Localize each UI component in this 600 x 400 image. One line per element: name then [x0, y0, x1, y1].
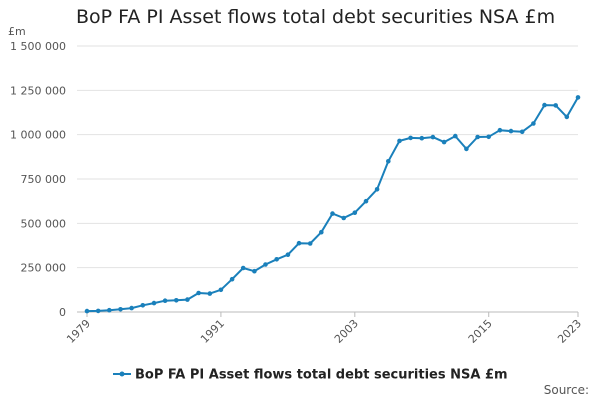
data-point[interactable]: [107, 307, 112, 313]
data-point[interactable]: [162, 298, 168, 304]
x-tick-label: 2015: [466, 317, 495, 346]
axes: £m: [8, 25, 578, 313]
data-point[interactable]: [274, 257, 280, 262]
data-point[interactable]: [553, 103, 558, 108]
data-point[interactable]: [519, 129, 525, 135]
y-tick-label: 1 500 000: [10, 40, 66, 53]
data-point[interactable]: [218, 287, 224, 293]
series-layer: [84, 95, 581, 314]
data-point[interactable]: [129, 305, 134, 311]
data-point[interactable]: [397, 138, 402, 144]
data-point[interactable]: [441, 139, 447, 145]
x-tick-label: 2023: [555, 317, 584, 346]
data-point[interactable]: [95, 308, 101, 314]
data-point[interactable]: [386, 159, 391, 164]
data-point[interactable]: [542, 102, 547, 108]
data-point[interactable]: [508, 128, 514, 134]
y-tick-label: 1 000 000: [10, 129, 66, 142]
data-point[interactable]: [497, 127, 503, 133]
y-axis-ticks: 0 250 000 500 000 750 000 1 000 000 1 250 000…: [10, 40, 66, 319]
data-point[interactable]: [263, 262, 268, 267]
data-point[interactable]: [575, 95, 581, 100]
x-axis-ticks: 1979 1991 2003 2015 2023: [64, 312, 584, 346]
data-point[interactable]: [84, 308, 90, 314]
legend[interactable]: BoP FA PI Asset flows total debt securit…: [113, 368, 508, 383]
data-point[interactable]: [352, 210, 358, 215]
data-point[interactable]: [453, 133, 458, 139]
series-line: [86, 96, 579, 313]
data-point[interactable]: [151, 300, 157, 306]
data-point[interactable]: [319, 229, 324, 235]
legend-label: BoP FA PI Asset flows total debt securit…: [135, 368, 508, 383]
data-point[interactable]: [174, 298, 179, 303]
y-tick-label: 750 000: [21, 173, 67, 186]
data-point[interactable]: [374, 187, 380, 192]
data-point[interactable]: [118, 307, 123, 312]
data-point[interactable]: [330, 211, 335, 216]
data-point[interactable]: [296, 240, 302, 246]
y-tick-label: 0: [59, 306, 66, 319]
data-point[interactable]: [252, 268, 257, 274]
data-point[interactable]: [363, 198, 369, 204]
gridlines: [77, 45, 578, 269]
data-point[interactable]: [430, 134, 436, 140]
x-tick-label: 1991: [198, 317, 227, 346]
data-point[interactable]: [475, 134, 480, 140]
x-tick-label: 1979: [64, 317, 93, 346]
y-tick-label: 500 000: [21, 217, 67, 230]
data-point[interactable]: [229, 276, 235, 282]
data-point[interactable]: [341, 215, 347, 221]
data-point[interactable]: [140, 303, 146, 308]
data-point[interactable]: [240, 265, 246, 271]
data-point[interactable]: [486, 134, 492, 140]
chart-title: BoP FA PI Asset flows total debt securit…: [76, 6, 556, 28]
y-axis-unit-label: £m: [8, 25, 26, 38]
data-point[interactable]: [531, 121, 536, 126]
x-tick-label: 2003: [332, 317, 361, 346]
legend-marker-swatch: [119, 371, 125, 377]
data-point[interactable]: [196, 290, 201, 296]
y-tick-label: 250 000: [21, 262, 67, 275]
data-point[interactable]: [464, 146, 469, 152]
data-point[interactable]: [307, 241, 313, 246]
data-point[interactable]: [564, 114, 570, 120]
source-label: Source:: [544, 383, 589, 397]
data-point[interactable]: [285, 252, 291, 257]
data-point[interactable]: [185, 297, 190, 302]
data-point[interactable]: [419, 135, 425, 141]
data-point[interactable]: [408, 135, 413, 141]
data-point[interactable]: [207, 291, 213, 296]
y-tick-label: 1 250 000: [10, 84, 66, 97]
